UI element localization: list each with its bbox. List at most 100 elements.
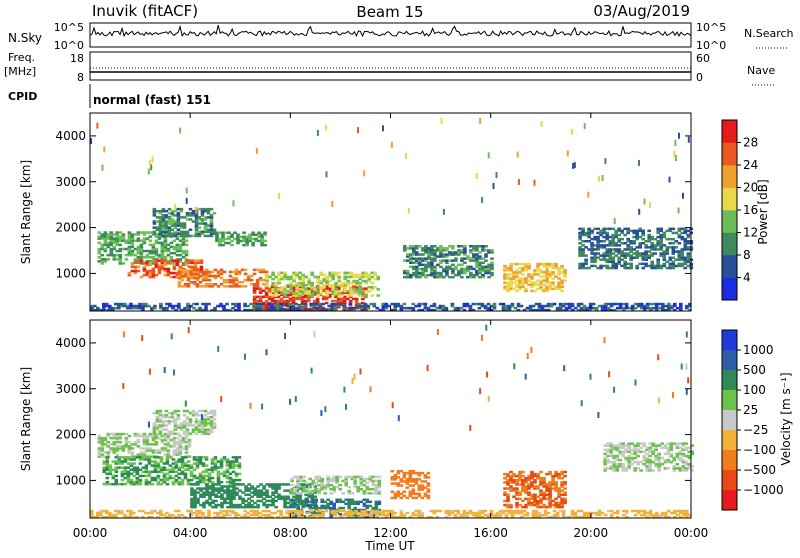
data-cell [358, 282, 362, 285]
data-cell [421, 512, 425, 515]
data-cell [313, 496, 317, 499]
data-cell [490, 249, 494, 252]
data-cell [357, 127, 359, 133]
data-cell [563, 475, 567, 478]
data-cell [605, 232, 609, 235]
data-cell [238, 504, 242, 507]
freq-left-label: Freq. [8, 51, 35, 64]
data-cell [644, 199, 646, 205]
data-cell [177, 433, 181, 436]
data-cell [122, 262, 126, 265]
data-cell [424, 303, 428, 306]
data-cell [238, 473, 242, 476]
data-cell [364, 510, 368, 513]
data-cell [297, 305, 301, 308]
data-cell [560, 290, 564, 293]
data-cell [242, 232, 246, 235]
colorbar-tick-label: 4 [743, 271, 751, 285]
data-cell [338, 476, 342, 479]
data-cell [554, 263, 558, 266]
data-cell [178, 269, 182, 272]
freq-left-tick-bottom: 8 [77, 71, 84, 84]
colorbar-segment [722, 165, 737, 188]
data-cell [567, 151, 569, 157]
data-cell [406, 512, 410, 515]
data-cell [614, 218, 616, 224]
data-cell [341, 507, 345, 510]
data-cell [649, 202, 651, 208]
data-cell [541, 305, 545, 308]
data-cell [119, 441, 123, 444]
data-cell [642, 442, 646, 445]
data-cell [427, 482, 431, 485]
data-cell [673, 303, 677, 306]
data-cell [244, 285, 248, 288]
colorbar-segment [722, 120, 737, 143]
data-cell [303, 303, 307, 306]
data-cell [131, 451, 135, 454]
data-cell [658, 303, 662, 306]
data-cell [180, 208, 184, 211]
data-cell [551, 281, 555, 284]
nsky-line [90, 25, 691, 36]
data-cell [478, 276, 482, 279]
data-cell [152, 156, 154, 162]
data-cell [185, 240, 189, 243]
data-cell [96, 123, 98, 129]
data-cell [180, 422, 184, 425]
data-cell [599, 259, 603, 262]
data-cell [391, 142, 393, 148]
data-cell [188, 439, 192, 442]
data-cell [117, 510, 121, 513]
data-cell [478, 262, 482, 265]
data-cell [571, 129, 573, 135]
data-cell [659, 252, 663, 255]
data-cell [563, 471, 567, 474]
nsky-trace [90, 25, 691, 36]
data-cell [325, 125, 327, 131]
data-cell [418, 272, 422, 275]
data-cell [347, 486, 351, 489]
data-cell [403, 491, 407, 494]
data-cell [650, 261, 654, 264]
data-cell [153, 305, 157, 308]
data-cell [159, 303, 163, 306]
data-cell [490, 272, 494, 275]
data-cell [256, 148, 258, 154]
data-cell [119, 254, 123, 257]
data-cell [148, 456, 152, 459]
data-cell [604, 158, 606, 164]
data-cell [299, 476, 303, 479]
data-cell [186, 198, 188, 204]
data-cell [116, 453, 120, 456]
data-cell [133, 462, 137, 465]
data-cell [299, 503, 303, 506]
data-cell [214, 456, 218, 459]
data-cell [638, 209, 640, 215]
data-cell [481, 303, 485, 306]
data-cell [261, 303, 265, 306]
data-cell [178, 458, 182, 461]
data-cell [179, 266, 183, 269]
data-cell [180, 222, 184, 225]
data-cell [237, 303, 241, 306]
data-cell [539, 275, 543, 278]
colorbar-segment [722, 233, 737, 256]
data-cell [660, 442, 664, 445]
data-cell [205, 464, 209, 467]
data-cell [641, 230, 645, 233]
data-cell [119, 433, 123, 436]
data-cell [178, 281, 182, 284]
data-cell [479, 118, 481, 124]
data-cell [189, 418, 193, 421]
data-cell [539, 506, 543, 509]
data-cell [658, 307, 662, 310]
data-cell [539, 263, 543, 266]
data-cell [539, 477, 543, 480]
data-cell [371, 294, 375, 297]
power-colorbar-label: Power [dB] [756, 179, 770, 244]
data-cell [457, 510, 461, 513]
data-cell [359, 488, 363, 491]
data-cell [584, 259, 588, 262]
